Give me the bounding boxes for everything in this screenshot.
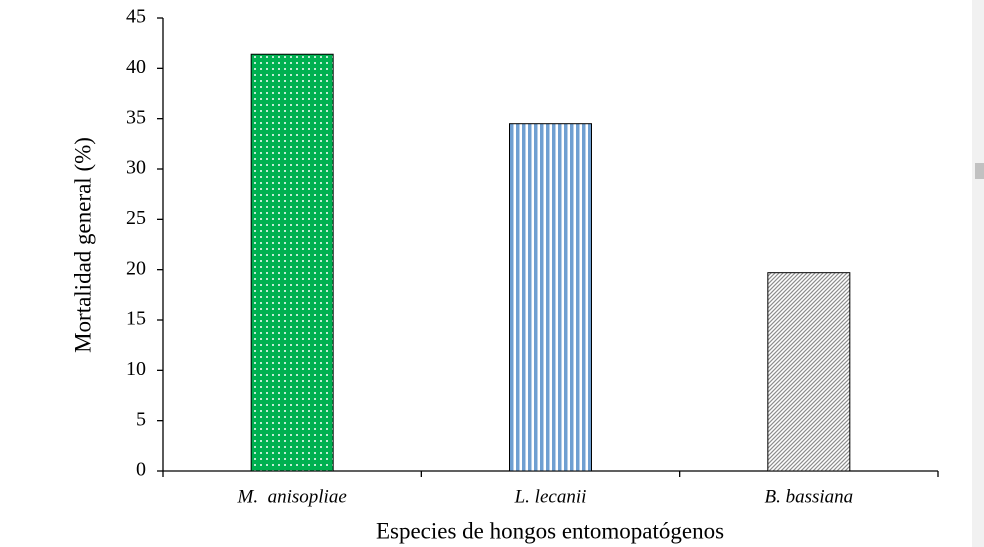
scrollbar-track: [972, 0, 984, 547]
y-tick-label: 45: [126, 6, 146, 28]
y-tick-label: 40: [126, 56, 146, 78]
bar: [767, 272, 851, 472]
y-axis-label: Mortalidad general (%): [70, 137, 95, 353]
y-tick-label: 5: [136, 408, 146, 430]
x-tick-label: B. bassiana: [764, 486, 853, 507]
x-tick-label: M. anisopliae: [237, 486, 347, 507]
y-tick-label: 35: [126, 106, 146, 128]
y-tick-label: 30: [126, 157, 146, 179]
y-tick-label: 15: [126, 308, 146, 330]
y-tick-label: 10: [126, 358, 146, 380]
x-axis-label: Especies de hongos entomopatógenos: [376, 518, 724, 543]
y-tick-label: 25: [126, 207, 146, 229]
bar: [250, 53, 334, 472]
y-tick-label: 0: [136, 459, 146, 481]
bar: [509, 123, 592, 472]
y-tick-label: 20: [126, 257, 146, 279]
scrollbar-thumb[interactable]: [975, 163, 984, 179]
x-tick-label: L. lecanii: [514, 486, 587, 507]
